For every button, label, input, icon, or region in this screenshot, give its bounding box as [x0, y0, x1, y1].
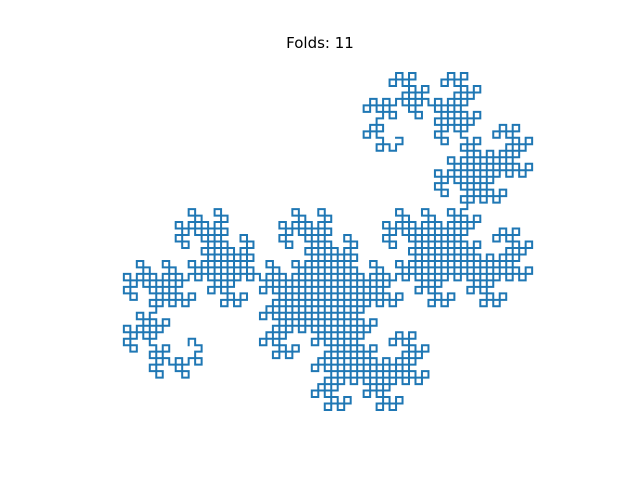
dragon-curve-line	[122, 72, 534, 411]
plot-title: Folds: 11	[286, 34, 354, 52]
